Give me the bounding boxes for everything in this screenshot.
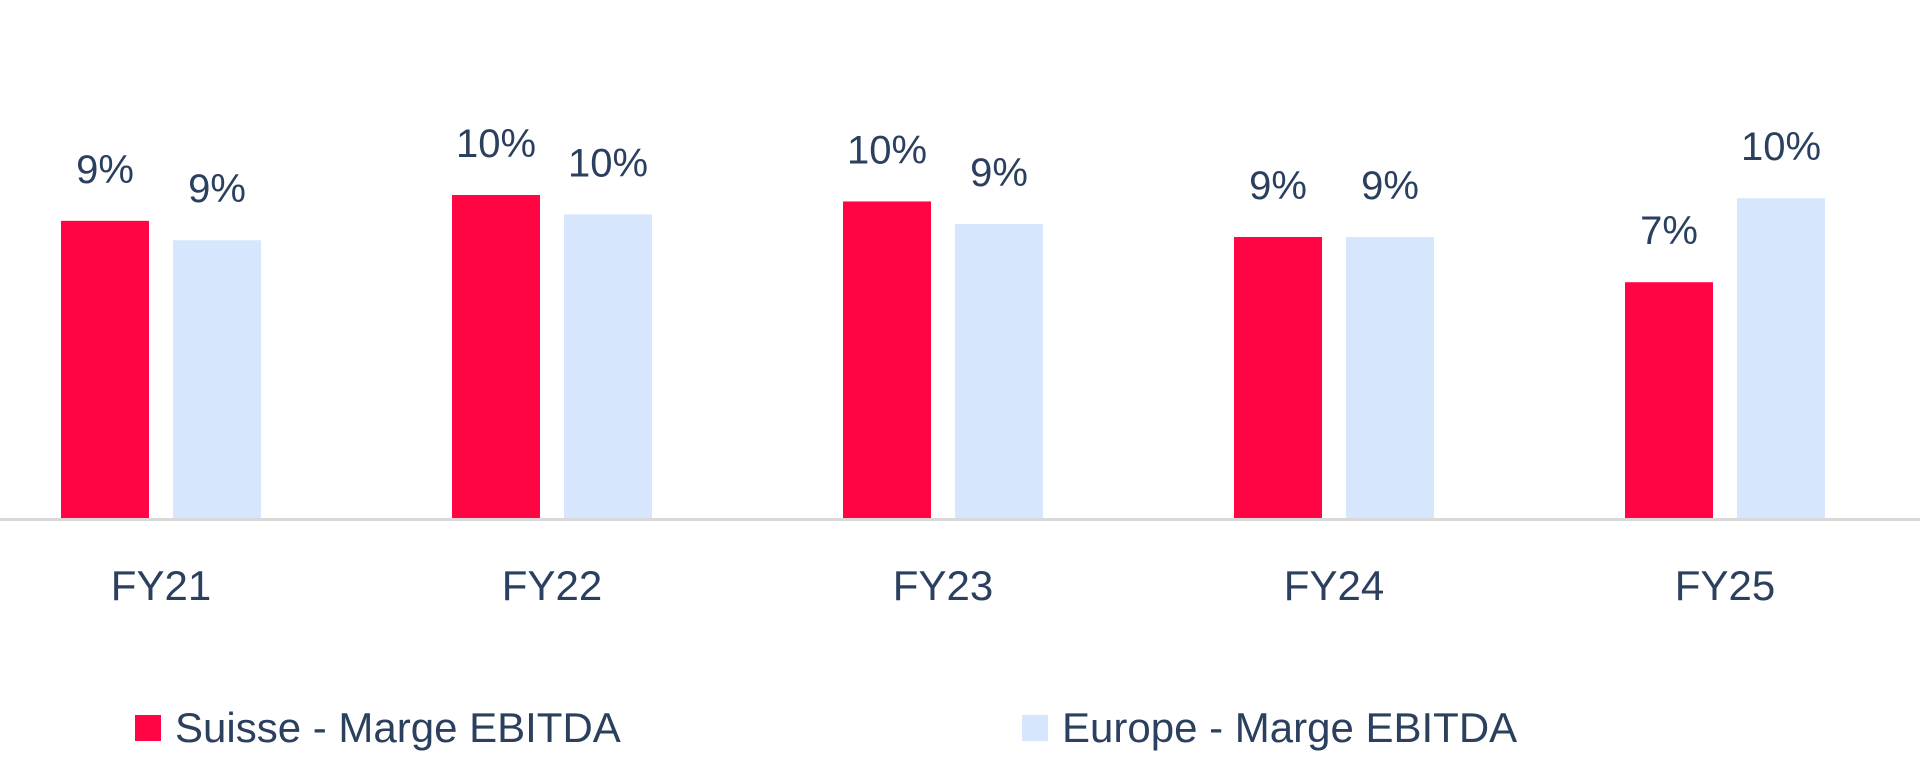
bar-suisse-FY23 [843, 201, 931, 518]
data-label-suisse-FY22: 10% [456, 122, 536, 166]
bar-suisse-FY22 [452, 195, 540, 518]
bar-europe-FY23 [955, 224, 1043, 518]
bar-suisse-FY25 [1625, 282, 1713, 518]
data-label-suisse-FY25: 7% [1640, 209, 1698, 253]
data-label-europe-FY22: 10% [568, 141, 648, 185]
bar-chart: 9% 9% FY21 10% 10% FY22 10% 9% FY23 9% 9% FY24 7% 10%… [0, 122, 1920, 609]
data-label-europe-FY21: 9% [188, 167, 246, 211]
legend-swatch-suisse [135, 715, 161, 741]
x-tick-label-FY24: FY24 [1284, 562, 1384, 609]
x-tick-label-FY21: FY21 [111, 562, 211, 609]
legend-item-suisse: Suisse - Marge EBITDA [135, 704, 621, 752]
bar-suisse-FY24 [1234, 236, 1322, 519]
legend-label-europe: Europe - Marge EBITDA [1062, 704, 1518, 751]
data-label-suisse-FY24: 9% [1249, 164, 1307, 208]
data-label-europe-FY23: 9% [970, 151, 1028, 195]
bar-suisse-FY21 [61, 220, 149, 518]
bar-europe-FY24 [1346, 236, 1434, 519]
legend-item-europe: Europe - Marge EBITDA [1022, 704, 1517, 752]
x-tick-label-FY25: FY25 [1675, 562, 1775, 609]
bar-europe-FY22 [564, 214, 652, 518]
bar-europe-FY21 [173, 240, 261, 518]
legend-swatch-europe [1022, 715, 1048, 741]
data-label-suisse-FY23: 10% [847, 128, 927, 172]
bar-europe-FY25 [1737, 198, 1825, 519]
data-label-europe-FY24: 9% [1361, 164, 1419, 208]
data-label-europe-FY25: 10% [1741, 125, 1821, 169]
legend-label-suisse: Suisse - Marge EBITDA [175, 704, 621, 751]
x-tick-label-FY22: FY22 [502, 562, 602, 609]
data-label-suisse-FY21: 9% [76, 148, 134, 192]
x-tick-label-FY23: FY23 [893, 562, 993, 609]
